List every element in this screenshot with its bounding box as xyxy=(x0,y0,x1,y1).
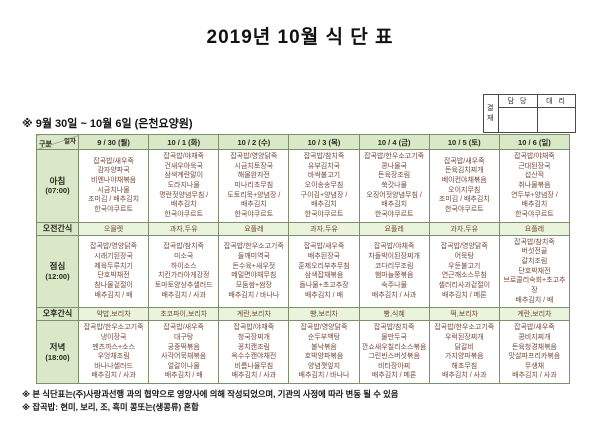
date-header: 10 / 5 (토) xyxy=(428,134,500,150)
meal-cell: 잡곡밥/참치죽 미소국 하이소스 치킨가라아게강정 토마토양상추샐러드 배추김치… xyxy=(148,234,220,309)
page-title: 2019년 10월 식 단 표 xyxy=(206,27,394,48)
date-header: 9 / 30 (월) xyxy=(77,134,150,150)
snack-cell: 빵,식혜 xyxy=(358,307,430,322)
table-row: 오전간식 오믈렛 과자,두유 요플레 과자,두유 요플레 과자,두유 요플레 xyxy=(36,221,571,236)
period-note: ※ 9월 30일 ~ 10월 6일 (은천요양원) xyxy=(22,118,193,130)
approval-box: 결재 담 당 대 리 xyxy=(483,94,576,133)
meal-cell: 잡곡밥/새우죽 대구탕 궁중떡볶음 사각어묵채볶음 얼갈이나물 배추김치 / 배 xyxy=(148,320,220,385)
row-label: 아침 (07:00) xyxy=(36,149,79,223)
snack-cell: 과자,두유 xyxy=(428,221,500,236)
row-label-time: (12:00) xyxy=(45,272,70,282)
row-label: 오전간식 xyxy=(36,221,79,236)
date-header: 10 / 6 (일) xyxy=(498,134,571,150)
meal-cell: 잡곡밥/한우소고기죽 들깨미역국 돈수육+새우젓 메밀면야채무침 모둠쌈+쌈장 … xyxy=(218,234,290,309)
snack-cell: 약밥,보리차 xyxy=(77,307,150,322)
snack-cell: 요플레 xyxy=(218,221,290,236)
meal-cell: 잡곡밥/참치죽 유부김치국 바싹불고기 오이송송무침 구이김+양념장 / 배추김… xyxy=(288,149,360,223)
meal-cell: 잡곡밥/참치죽 물만두국 깐쇼새우칠리소스볶음 그린빈스버섯볶음 비타장아찌 배… xyxy=(358,320,430,385)
meal-cell: 잡곡밥/야채죽 건새우아욱국 삼색계란말이 도라지나물 명란젓양념무침 / 배추… xyxy=(148,149,220,223)
meal-cell: 잡곡밥/새우죽 배추된장국 훈제오리부추무침 삼색잡채볶음 돌나물+초고추장 배… xyxy=(288,234,360,309)
approval-stamp-label: 결재 xyxy=(484,95,499,132)
snack-cell: 계란,보리차 xyxy=(498,307,571,322)
date-header: 10 / 2 (수) xyxy=(218,134,290,150)
snack-cell: 요플레 xyxy=(358,221,430,236)
meal-cell: 잡곡밥/야채죽 차돌박이된장찌개 코다리무조림 햄마늘쫑볶음 숙주나물 배추김치… xyxy=(358,234,430,309)
row-label-time: (07:00) xyxy=(45,186,70,196)
meal-cell: 잡곡밥/한우소고기죽 우럭된장찌개 닭갈비 가지양파볶음 해초무침 배추김치 /… xyxy=(428,320,500,385)
snack-cell: 초코파이,보리차 xyxy=(148,307,220,322)
row-label-text: 오전간식 xyxy=(42,223,73,233)
row-label-text: 아침 xyxy=(49,175,66,186)
menu-table: 일자 구분 9 / 30 (월) 10 / 1 (화) 10 / 2 (수) 10 /… xyxy=(36,134,571,385)
corner-label-category: 구분 xyxy=(39,141,52,148)
row-label: 점심 (12:00) xyxy=(36,234,79,309)
footnotes: ※ 본 식단표는(주)사랑과선행 과의 협약으로 영양사에 의해 작성되었으며,… xyxy=(22,388,600,414)
meal-cell: 잡곡밥/한우소고기죽 냉이장국 멘츠까스+소스 우엉채조림 바나나샐러드 배추김… xyxy=(77,320,150,385)
footnote-agreement: ※ 본 식단표는(주)사랑과선행 과의 협약으로 영양사에 의해 작성되었으며,… xyxy=(22,389,399,400)
row-label-text: 저녁 xyxy=(49,342,66,353)
snack-cell: 과자,두유 xyxy=(288,221,360,236)
meal-cell: 잡곡밥/야채죽 근대된장국 섭산적 취나물볶음 연두부+양념장 / 배추김치 한… xyxy=(498,149,571,223)
snack-cell: 빵,보리차 xyxy=(288,307,360,322)
snack-cell: 계란,보리차 xyxy=(218,307,290,322)
meal-cell: 잡곡밥/한우소고기죽 콩나물국 돈육장조림 쑥갓나물 오징어젓양념무침 / 배추… xyxy=(358,149,430,223)
meal-cell: 잡곡밥/야채죽 청국장찌개 꽁치캔조림 옥수수캔야채전 비름나물무침 배추김치 … xyxy=(218,320,290,385)
snack-cell: 과자,두유 xyxy=(148,221,220,236)
meal-cell: 잡곡밥/영양닭죽 순두부백탕 불낙볶음 호박양파볶음 양념깻잎지 배추김치 / … xyxy=(288,320,360,385)
date-header: 10 / 4 (금) xyxy=(358,134,430,150)
meal-cell: 잡곡밥/새우죽 감자양파국 비엔나야채볶음 시금치나물 조미김 / 배추김치 한… xyxy=(77,149,150,223)
footnote-multigrain: ※ 잡곡밥: 현미, 보리, 조, 흑미 콩또는(생콩류) 혼합 xyxy=(22,401,199,412)
date-header-row: 일자 구분 9 / 30 (월) 10 / 1 (화) 10 / 2 (수) 10 /… xyxy=(36,134,571,150)
meal-cell: 잡곡밥/참치죽 버섯전골 갈치조림 단호박채전 브로콜리숙회+초고추장 배추김치… xyxy=(498,234,571,309)
approval-sign-cell xyxy=(499,108,537,132)
row-label: 저녁 (18:00) xyxy=(36,320,79,385)
meal-cell: 잡곡밥/영양닭죽 시금치토장국 해물완자전 미나리초무침 도토리묵+양념장 / … xyxy=(218,149,290,223)
table-row: 오후간식 약밥,보리차 초코파이,보리차 계란,보리차 빵,보리차 빵,식혜 떡,보리차 계란… xyxy=(36,307,571,322)
table-corner-cell: 일자 구분 xyxy=(36,134,79,150)
meal-cell: 잡곡밥/영양닭죽 어묵탕 우둔불고기 연근깨소스무침 셀러리사과겉절이 배추김치… xyxy=(428,234,500,309)
snack-cell: 요플레 xyxy=(498,221,571,236)
corner-label-date: 일자 xyxy=(64,138,76,145)
meal-cell: 잡곡밥/영양닭죽 시래기된장국 제육두루치기 단호박채전 참나물겉절이 배추김치… xyxy=(77,234,150,309)
table-row: 점심 (12:00) 잡곡밥/영양닭죽 시래기된장국 제육두루치기 단호박채전 참나… xyxy=(36,234,571,309)
approval-col-damdang: 담 당 xyxy=(499,95,537,108)
row-label-text: 오후간식 xyxy=(42,309,73,319)
row-label-text: 점심 xyxy=(49,261,66,272)
snack-cell: 오믈렛 xyxy=(77,221,150,236)
meal-cell: 잡곡밥/새우죽 돈육김치찌개 베이컨야채볶음 오이지무침 조미김 / 배추김치 … xyxy=(428,149,500,223)
approval-sign-cell xyxy=(537,108,575,132)
meal-cell: 잡곡밥/새우죽 콩비지찌개 돈육청경채볶음 맛살파프리카볶음 무생채 배추김치 … xyxy=(498,320,571,385)
date-header: 10 / 1 (화) xyxy=(148,134,220,150)
meal-plan-page: 2019년 10월 식 단 표 결재 담 당 대 리 ※ 9월 30일 ~ 10… xyxy=(0,22,600,414)
snack-cell: 떡,보리차 xyxy=(428,307,500,322)
approval-col-daeri: 대 리 xyxy=(537,95,575,108)
table-row: 아침 (07:00) 잡곡밥/새우죽 감자양파국 비엔나야채볶음 시금치나물 조미김… xyxy=(36,149,571,223)
row-label: 오후간식 xyxy=(36,307,79,322)
table-row: 저녁 (18:00) 잡곡밥/한우소고기죽 냉이장국 멘츠까스+소스 우엉채조림 바… xyxy=(36,320,571,385)
date-header: 10 / 3 (목) xyxy=(288,134,360,150)
row-label-time: (18:00) xyxy=(45,352,70,362)
